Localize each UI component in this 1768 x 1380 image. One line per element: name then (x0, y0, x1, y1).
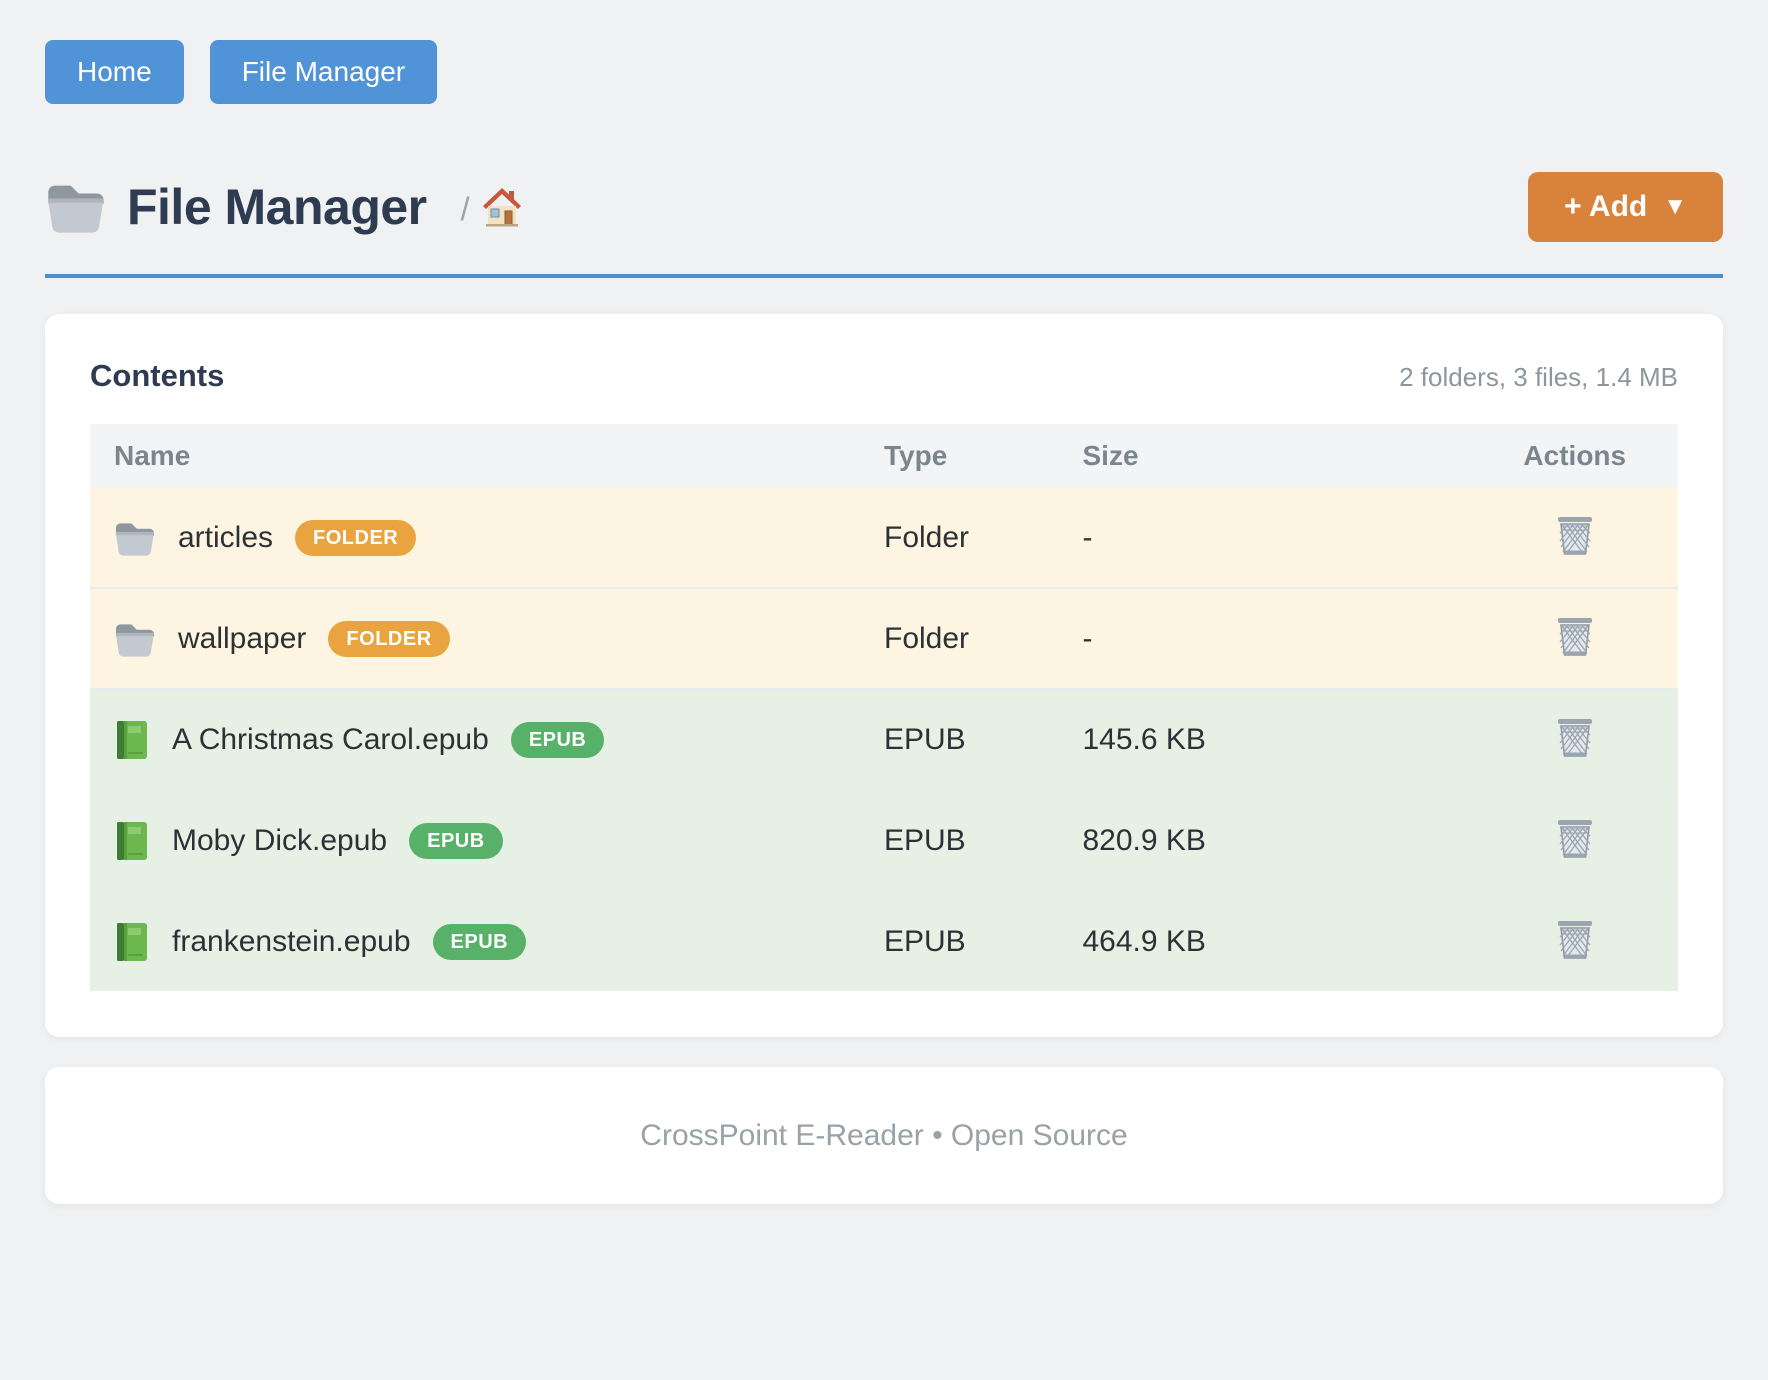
footer-card: CrossPoint E-Reader • Open Source (45, 1067, 1723, 1204)
file-type: Folder (884, 488, 1083, 588)
green-book-icon (117, 922, 147, 961)
file-table: Name Type Size Actions articles FOLDER (90, 424, 1678, 991)
column-header-actions: Actions (1471, 424, 1678, 488)
column-header-name: Name (90, 424, 884, 488)
breadcrumb: / (461, 184, 524, 230)
delete-button[interactable] (1551, 712, 1599, 767)
folder-icon (115, 522, 155, 556)
green-book-icon (117, 821, 147, 860)
folder-icon (48, 185, 104, 233)
trash-icon (1556, 919, 1593, 959)
chevron-down-icon: ▼ (1663, 193, 1687, 220)
column-header-type: Type (884, 424, 1083, 488)
delete-button[interactable] (1551, 914, 1599, 969)
contents-card: Contents 2 folders, 3 files, 1.4 MB Name… (45, 314, 1723, 1037)
file-name[interactable]: frankenstein.epub (172, 924, 411, 958)
title-group: File Manager / (45, 178, 524, 236)
trash-icon (1556, 616, 1593, 656)
file-manager-nav-button[interactable]: File Manager (209, 40, 438, 104)
page-title: File Manager (127, 179, 427, 235)
file-name[interactable]: Moby Dick.epub (172, 823, 388, 857)
file-size: 464.9 KB (1082, 890, 1472, 991)
file-size: 145.6 KB (1082, 688, 1472, 790)
trash-icon (1556, 818, 1593, 858)
file-type: EPUB (884, 890, 1083, 991)
add-button[interactable]: + Add ▼ (1528, 172, 1723, 242)
table-row-moby-dick[interactable]: Moby Dick.epub EPUB EPUB 820.9 KB (90, 789, 1678, 891)
file-name[interactable]: A Christmas Carol.epub (172, 722, 489, 756)
home-icon[interactable] (480, 184, 524, 228)
contents-heading: Contents (90, 358, 225, 393)
delete-button[interactable] (1551, 510, 1599, 565)
trash-icon (1556, 717, 1593, 757)
table-row-christmas-carol[interactable]: A Christmas Carol.epub EPUB EPUB 145.6 K… (90, 688, 1678, 790)
delete-button[interactable] (1551, 813, 1599, 868)
file-type: Folder (884, 587, 1083, 689)
column-header-size: Size (1082, 424, 1472, 488)
file-size: - (1082, 587, 1472, 689)
file-type: EPUB (884, 789, 1083, 891)
type-badge: EPUB (432, 923, 527, 960)
title-divider (45, 274, 1723, 278)
table-header-row: Name Type Size Actions (90, 424, 1678, 488)
trash-icon (1556, 515, 1593, 555)
add-button-label: + Add (1564, 190, 1648, 223)
contents-summary: 2 folders, 3 files, 1.4 MB (1399, 362, 1678, 392)
folder-icon (115, 623, 155, 657)
type-badge: EPUB (510, 721, 605, 758)
delete-button[interactable] (1551, 611, 1599, 666)
file-size: 820.9 KB (1082, 789, 1472, 891)
table-row-frankenstein[interactable]: frankenstein.epub EPUB EPUB 464.9 KB (90, 890, 1678, 991)
file-type: EPUB (884, 688, 1083, 790)
table-row-wallpaper[interactable]: wallpaper FOLDER Folder - (90, 587, 1678, 689)
table-row-articles[interactable]: articles FOLDER Folder - (90, 488, 1678, 588)
file-name[interactable]: articles (178, 520, 274, 554)
home-nav-button[interactable]: Home (45, 40, 184, 104)
file-name[interactable]: wallpaper (178, 621, 307, 655)
page-header: File Manager / + Add ▼ (45, 172, 1723, 242)
file-size: - (1082, 488, 1472, 588)
type-badge: FOLDER (295, 519, 417, 556)
contents-card-header: Contents 2 folders, 3 files, 1.4 MB (90, 358, 1678, 394)
type-badge: FOLDER (328, 620, 450, 657)
footer-text: CrossPoint E-Reader • Open Source (640, 1118, 1128, 1152)
top-nav: Home File Manager (45, 40, 1723, 104)
breadcrumb-separator: / (460, 191, 470, 227)
type-badge: EPUB (409, 822, 503, 859)
green-book-icon (117, 720, 147, 759)
